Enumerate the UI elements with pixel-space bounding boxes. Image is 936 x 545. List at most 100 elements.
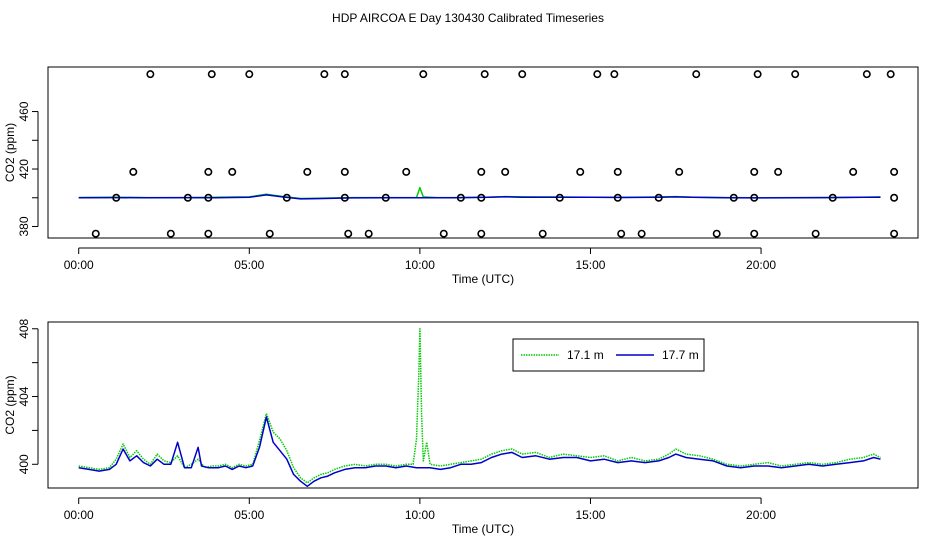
- top-marker-point: [340, 193, 349, 202]
- top-marker-point: [593, 70, 602, 79]
- top-marker-point: [501, 167, 510, 176]
- top-marker-point: [576, 167, 585, 176]
- bottom-plot-frame: [47, 321, 919, 489]
- top-marker-point: [477, 193, 486, 202]
- top-marker-point: [613, 193, 622, 202]
- bottom-x-tick-label: 05:00: [234, 508, 264, 522]
- top-marker-point: [712, 229, 721, 238]
- top-marker-point: [340, 167, 349, 176]
- top-marker-point: [477, 167, 486, 176]
- bottom-y-axis: 400 404 408 CO2 (ppm): [3, 318, 39, 474]
- top-y-axis-label: CO2 (ppm): [3, 123, 17, 182]
- top-plot-frame: [47, 66, 919, 239]
- bottom-series-group: [78, 328, 881, 488]
- top-x-axis-label: Time (UTC): [452, 272, 514, 286]
- top-marker-point: [886, 70, 895, 79]
- top-marker-point: [282, 193, 291, 202]
- top-marker-point: [890, 167, 899, 176]
- top-marker-point: [637, 229, 646, 238]
- top-marker-point: [518, 70, 527, 79]
- top-marker-point: [811, 229, 820, 238]
- top-marker-point: [204, 193, 213, 202]
- bottom-legend: 17.1 m 17.7 m: [512, 338, 705, 372]
- top-marker-point: [538, 229, 547, 238]
- bottom-x-axis-label: Time (UTC): [452, 522, 514, 536]
- top-marker-point: [729, 193, 738, 202]
- bottom-x-axis: 00:00 05:00 10:00 15:00 20:00 Time (UTC): [64, 497, 776, 536]
- bottom-x-tick-label: 15:00: [575, 508, 605, 522]
- top-marker-point: [320, 70, 329, 79]
- top-markers: [91, 70, 899, 238]
- top-marker-point: [750, 229, 759, 238]
- top-panel: 00:00 05:00 10:00 15:00 20:00 Time (UTC) 380 42…: [3, 66, 919, 286]
- top-marker-point: [91, 229, 100, 238]
- top-marker-point: [791, 70, 800, 79]
- bottom-y-tick-label: 404: [17, 386, 31, 406]
- top-marker-point: [849, 167, 858, 176]
- top-marker-point: [675, 167, 684, 176]
- bottom-legend-label: 17.1 m: [567, 348, 604, 362]
- top-marker-point: [204, 167, 213, 176]
- top-marker-point: [617, 229, 626, 238]
- top-marker-point: [439, 229, 448, 238]
- top-marker-point: [364, 229, 373, 238]
- bottom-y-axis-label: CO2 (ppm): [3, 375, 17, 434]
- top-marker-point: [477, 229, 486, 238]
- top-marker-point: [344, 229, 353, 238]
- bottom-series-line-17-7-m: [78, 416, 881, 488]
- top-marker-point: [753, 70, 762, 79]
- top-marker-point: [610, 70, 619, 79]
- top-marker-point: [862, 70, 871, 79]
- top-marker-point: [303, 167, 312, 176]
- top-marker-point: [340, 70, 349, 79]
- bottom-y-tick-label: 400: [17, 454, 31, 474]
- bottom-x-tick-label: 10:00: [405, 508, 435, 522]
- top-x-tick-label: 05:00: [234, 258, 264, 272]
- top-marker-point: [555, 193, 564, 202]
- top-marker-point: [381, 193, 390, 202]
- top-marker-point: [146, 70, 155, 79]
- top-marker-point: [750, 167, 759, 176]
- top-marker-point: [112, 193, 121, 202]
- top-marker-point: [166, 229, 175, 238]
- top-marker-point: [890, 229, 899, 238]
- top-y-tick-label: 420: [17, 159, 31, 179]
- top-marker-point: [402, 167, 411, 176]
- top-x-axis: 00:00 05:00 10:00 15:00 20:00 Time (UTC): [64, 247, 776, 286]
- top-marker-point: [890, 193, 899, 202]
- top-marker-point: [204, 229, 213, 238]
- top-marker-point: [750, 193, 759, 202]
- top-marker-point: [692, 70, 701, 79]
- top-series-line-17-7-m: [78, 194, 881, 200]
- bottom-x-tick-label: 00:00: [64, 508, 94, 522]
- top-x-tick-label: 10:00: [405, 258, 435, 272]
- top-marker-point: [456, 193, 465, 202]
- bottom-series-line-17-1-m: [78, 328, 881, 484]
- top-x-tick-label: 15:00: [575, 258, 605, 272]
- top-x-tick-label: 00:00: [64, 258, 94, 272]
- top-marker-point: [828, 193, 837, 202]
- top-marker-point: [228, 167, 237, 176]
- bottom-y-tick-label: 408: [17, 318, 31, 338]
- top-x-tick-label: 20:00: [746, 258, 776, 272]
- bottom-x-tick-label: 20:00: [746, 508, 776, 522]
- top-marker-point: [774, 167, 783, 176]
- top-marker-point: [207, 70, 216, 79]
- top-marker-point: [419, 70, 428, 79]
- top-marker-point: [654, 193, 663, 202]
- top-y-tick-label: 460: [17, 101, 31, 121]
- top-marker-point: [480, 70, 489, 79]
- top-marker-point: [265, 229, 274, 238]
- top-marker-point: [245, 70, 254, 79]
- top-series-group: [78, 186, 881, 200]
- top-marker-point: [129, 167, 138, 176]
- bottom-legend-label: 17.7 m: [662, 348, 699, 362]
- top-marker-point: [613, 167, 622, 176]
- top-marker-point: [183, 193, 192, 202]
- top-y-tick-label: 380: [17, 216, 31, 236]
- chart-title: HDP AIRCOA E Day 130430 Calibrated Times…: [332, 11, 604, 25]
